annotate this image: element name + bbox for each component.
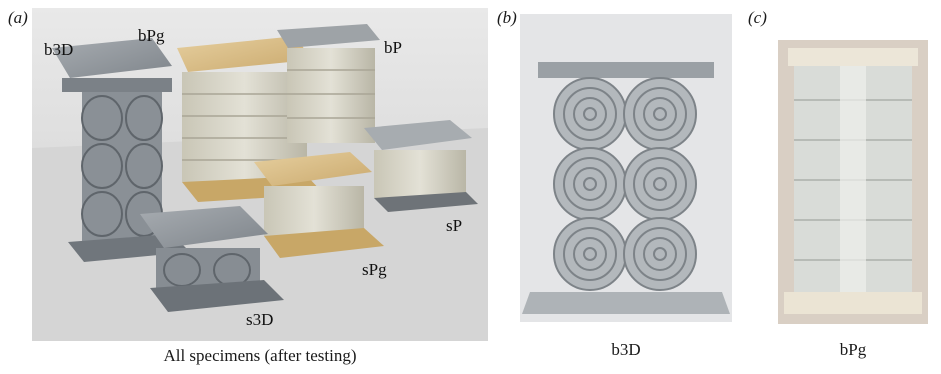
panel-b-caption: b3D <box>611 340 641 359</box>
label-s3d: s3D <box>246 310 274 329</box>
label-sp: sP <box>446 216 463 235</box>
panel-b-letter: (b) <box>497 8 517 27</box>
b3d-specimen-a <box>52 38 190 262</box>
panel-a-letter: (a) <box>8 8 28 27</box>
spg-specimen-a <box>254 152 384 258</box>
label-bpg: bPg <box>138 26 165 45</box>
panel-c-photo <box>778 40 928 324</box>
panel-b-photo <box>520 14 732 322</box>
label-spg: sPg <box>362 260 387 279</box>
panel-c-caption: bPg <box>839 340 867 359</box>
label-bp: bP <box>384 38 402 57</box>
bp-specimen-a <box>277 24 380 143</box>
panel-c-letter: (c) <box>748 8 767 27</box>
sp-specimen-a <box>364 120 478 212</box>
panel-a-caption: All specimens (after testing) <box>163 346 357 365</box>
s3d-specimen-a <box>140 206 284 312</box>
spiral-cylinders <box>553 77 697 291</box>
label-b3d: b3D <box>44 40 74 59</box>
panel-a-photo: b3D bPg bP sP sPg s3D <box>32 8 488 341</box>
